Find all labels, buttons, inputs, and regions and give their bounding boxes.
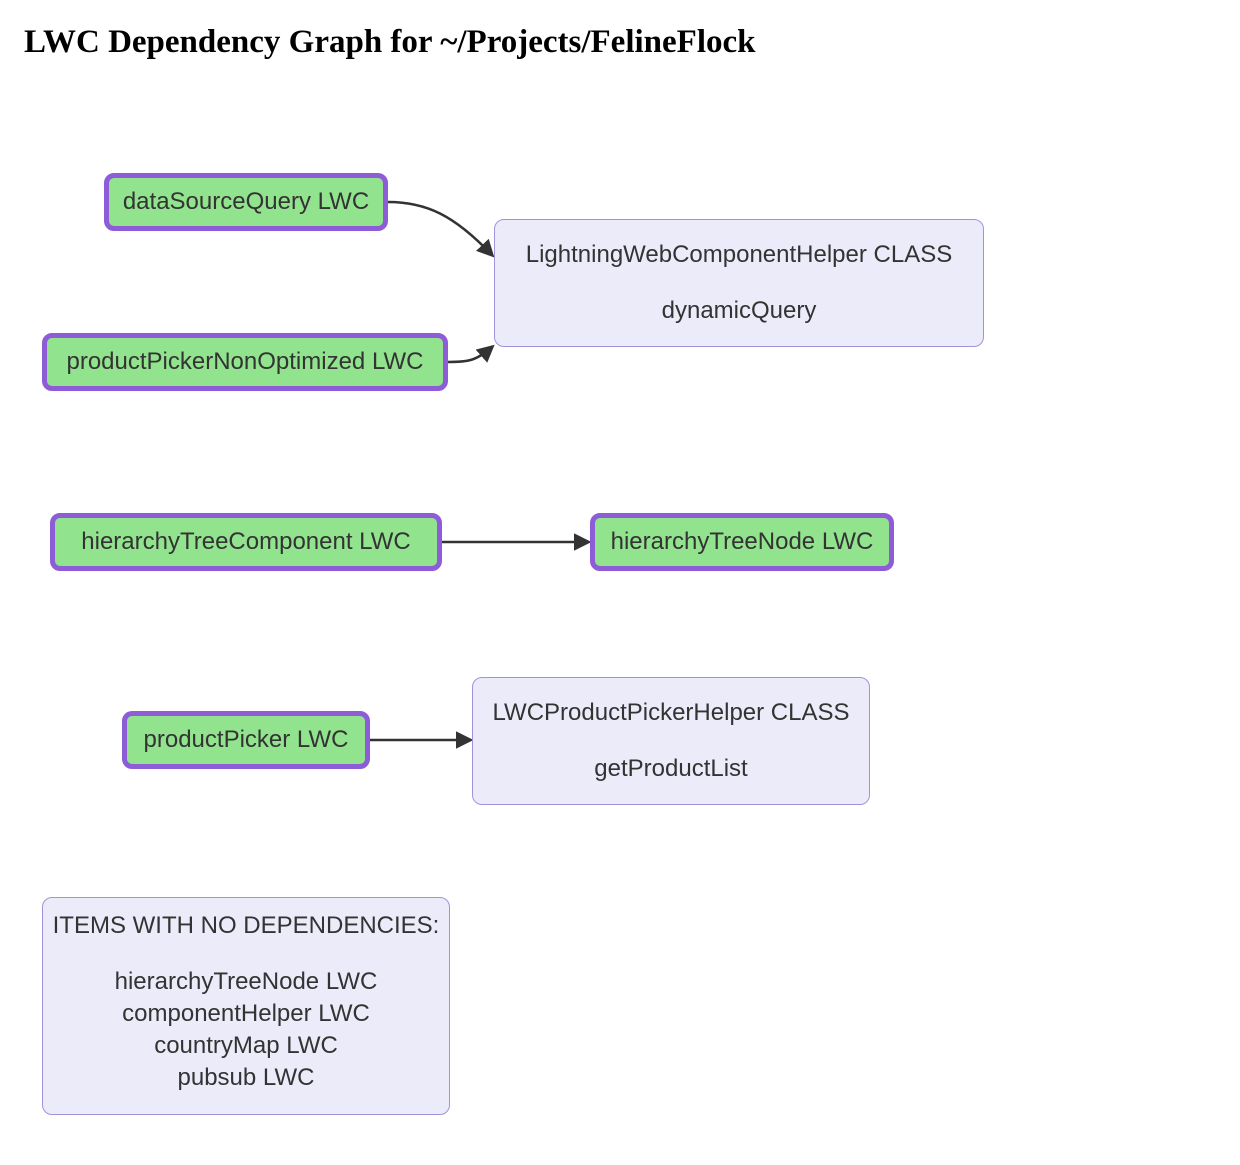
node-productpickernonoptimized-lwc: productPickerNonOptimized LWC — [42, 333, 448, 391]
no-dependencies-box: ITEMS WITH NO DEPENDENCIES: hierarchyTre… — [42, 897, 450, 1115]
node-hierarchytreecomponent-lwc: hierarchyTreeComponent LWC — [50, 513, 442, 571]
node-datasourcequery-lwc: dataSourceQuery LWC — [104, 173, 388, 231]
edge-dataSourceQuery-to-helperClass — [388, 202, 492, 255]
node-label: hierarchyTreeComponent LWC — [81, 528, 410, 556]
class-method: getProductList — [594, 755, 747, 783]
node-label: dataSourceQuery LWC — [123, 188, 369, 216]
class-name: LightningWebComponentHelper CLASS — [526, 241, 952, 269]
node-label: productPicker LWC — [144, 726, 349, 754]
no-dependencies-header: ITEMS WITH NO DEPENDENCIES: — [53, 912, 440, 940]
node-hierarchytreenode-lwc: hierarchyTreeNode LWC — [590, 513, 894, 571]
class-method: dynamicQuery — [662, 297, 817, 325]
node-label: productPickerNonOptimized LWC — [66, 348, 423, 376]
graph-canvas: dataSourceQuery LWC productPickerNonOpti… — [24, 85, 1220, 1145]
node-label: hierarchyTreeNode LWC — [611, 528, 874, 556]
no-dependencies-item: countryMap LWC — [154, 1032, 338, 1060]
no-dependencies-item: componentHelper LWC — [122, 1000, 370, 1028]
no-dependencies-item: pubsub LWC — [178, 1064, 315, 1092]
page-title: LWC Dependency Graph for ~/Projects/Feli… — [24, 24, 1220, 61]
node-productpicker-lwc: productPicker LWC — [122, 711, 370, 769]
node-lightningwebcomponenthelper-class: LightningWebComponentHelper CLASS dynami… — [494, 219, 984, 347]
node-lwcproductpickerhelper-class: LWCProductPickerHelper CLASS getProductL… — [472, 677, 870, 805]
no-dependencies-item: hierarchyTreeNode LWC — [115, 968, 378, 996]
edge-productPickerNO-to-helperClass — [448, 347, 492, 362]
class-name: LWCProductPickerHelper CLASS — [492, 699, 849, 727]
